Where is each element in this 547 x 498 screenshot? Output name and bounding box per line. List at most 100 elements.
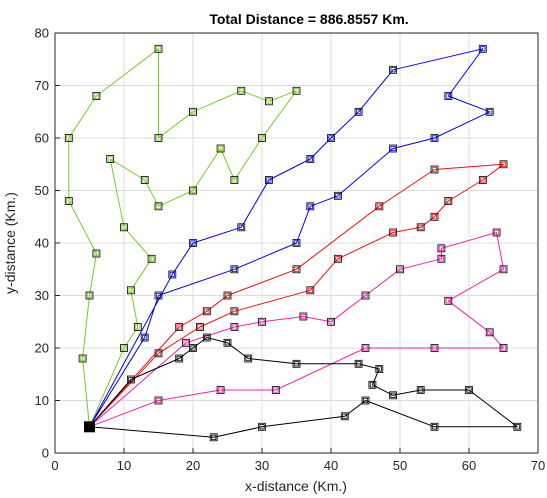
- customer-marker-inner: [190, 109, 196, 115]
- y-tick-label: 20: [35, 341, 49, 356]
- series-layer: [68, 48, 518, 438]
- customer-marker: [189, 107, 197, 116]
- customer-marker: [154, 396, 163, 405]
- customer-marker: [444, 197, 453, 205]
- customer-marker-inner: [500, 266, 507, 272]
- customer-marker-inner: [362, 397, 369, 404]
- chart-title: Total Distance = 886.8557 Km.: [209, 11, 408, 27]
- customer-marker: [292, 359, 301, 368]
- customer-marker-inner: [211, 434, 217, 440]
- customer-marker-inner: [445, 198, 451, 204]
- customer-marker-inner: [155, 46, 162, 52]
- customer-marker-inner: [431, 166, 438, 173]
- customer-marker-inner: [121, 345, 127, 351]
- customer-marker: [106, 155, 115, 163]
- customer-marker: [444, 296, 453, 305]
- customer-marker-inner: [480, 46, 486, 52]
- customer-marker: [154, 202, 163, 211]
- customer-marker-inner: [431, 424, 438, 430]
- customer-marker-inner: [176, 324, 182, 330]
- customer-marker-inner: [397, 266, 403, 272]
- customer-marker-inner: [66, 198, 72, 204]
- customer-marker-inner: [514, 424, 520, 430]
- customer-marker-inner: [169, 271, 175, 278]
- customer-marker: [120, 223, 128, 232]
- customer-marker: [492, 228, 501, 237]
- customer-marker: [485, 107, 494, 116]
- customer-marker: [133, 323, 142, 331]
- customer-marker: [430, 422, 439, 431]
- customer-marker: [396, 265, 404, 274]
- customer-marker-inner: [418, 387, 424, 393]
- customer-marker-inner: [142, 177, 148, 183]
- customer-marker: [416, 386, 425, 394]
- customer-marker-inner: [266, 98, 272, 104]
- customer-marker-inner: [259, 424, 265, 430]
- customer-marker: [306, 202, 315, 211]
- customer-marker: [340, 412, 349, 421]
- customer-marker-inner: [307, 287, 313, 293]
- customer-marker: [264, 97, 273, 106]
- customer-marker-inner: [190, 345, 196, 351]
- customer-marker: [64, 134, 73, 142]
- customer-marker: [78, 354, 87, 363]
- x-tick-label: 70: [531, 458, 545, 473]
- customer-marker: [499, 265, 508, 274]
- customer-marker-inner: [445, 298, 451, 304]
- route-line-4: [89, 232, 504, 428]
- customer-marker: [230, 307, 239, 316]
- customer-marker: [230, 176, 239, 184]
- customer-marker: [354, 107, 363, 116]
- customer-marker-inner: [390, 67, 396, 73]
- customer-marker-inner: [307, 203, 313, 209]
- customer-marker-inner: [500, 161, 507, 167]
- customer-marker-inner: [362, 292, 369, 299]
- customer-marker: [64, 197, 73, 205]
- customer-marker-inner: [128, 376, 134, 383]
- x-tick-label: 30: [255, 458, 269, 473]
- customer-marker-inner: [390, 145, 396, 152]
- customer-marker-inner: [487, 329, 493, 335]
- customer-marker: [354, 359, 363, 368]
- customer-marker-inner: [135, 324, 141, 330]
- customer-marker-inner: [86, 292, 93, 299]
- customer-marker-inner: [155, 135, 162, 141]
- customer-marker: [168, 270, 177, 279]
- customer-marker-inner: [148, 256, 155, 262]
- customer-marker: [92, 92, 101, 100]
- customer-marker-inner: [390, 392, 396, 398]
- customer-marker: [223, 291, 232, 300]
- customer-marker: [258, 422, 266, 431]
- customer-marker-inner: [328, 135, 334, 141]
- y-tick-labels: 0 10 20 30 40 50 60 70 80: [35, 26, 49, 461]
- customer-marker-inner: [418, 224, 424, 230]
- customer-marker: [430, 165, 439, 174]
- customer-marker: [292, 86, 301, 95]
- customer-marker-inner: [183, 340, 189, 346]
- customer-marker: [430, 134, 439, 142]
- customer-marker-inner: [231, 177, 237, 183]
- customer-marker-inner: [238, 88, 244, 94]
- route-line-2: [89, 48, 491, 428]
- customer-marker: [127, 286, 135, 295]
- customer-marker: [333, 254, 342, 263]
- customer-marker-inner: [155, 397, 162, 404]
- customer-marker-inner: [335, 256, 341, 262]
- customer-marker: [237, 223, 246, 232]
- customer-marker: [264, 176, 273, 184]
- customer-marker: [333, 191, 342, 200]
- customer-marker: [375, 365, 384, 373]
- customer-marker: [361, 396, 370, 405]
- customer-marker: [216, 144, 225, 153]
- customer-marker: [306, 155, 315, 163]
- customer-marker: [127, 375, 135, 384]
- customer-marker: [292, 239, 301, 247]
- customer-marker-inner: [445, 93, 451, 99]
- customer-marker-inner: [466, 387, 472, 393]
- customer-marker-inner: [438, 245, 445, 251]
- x-tick-label: 20: [186, 458, 200, 473]
- customer-marker-inner: [342, 413, 348, 419]
- x-tick-label: 10: [117, 458, 131, 473]
- customer-marker: [216, 386, 225, 394]
- customer-marker-inner: [238, 224, 244, 230]
